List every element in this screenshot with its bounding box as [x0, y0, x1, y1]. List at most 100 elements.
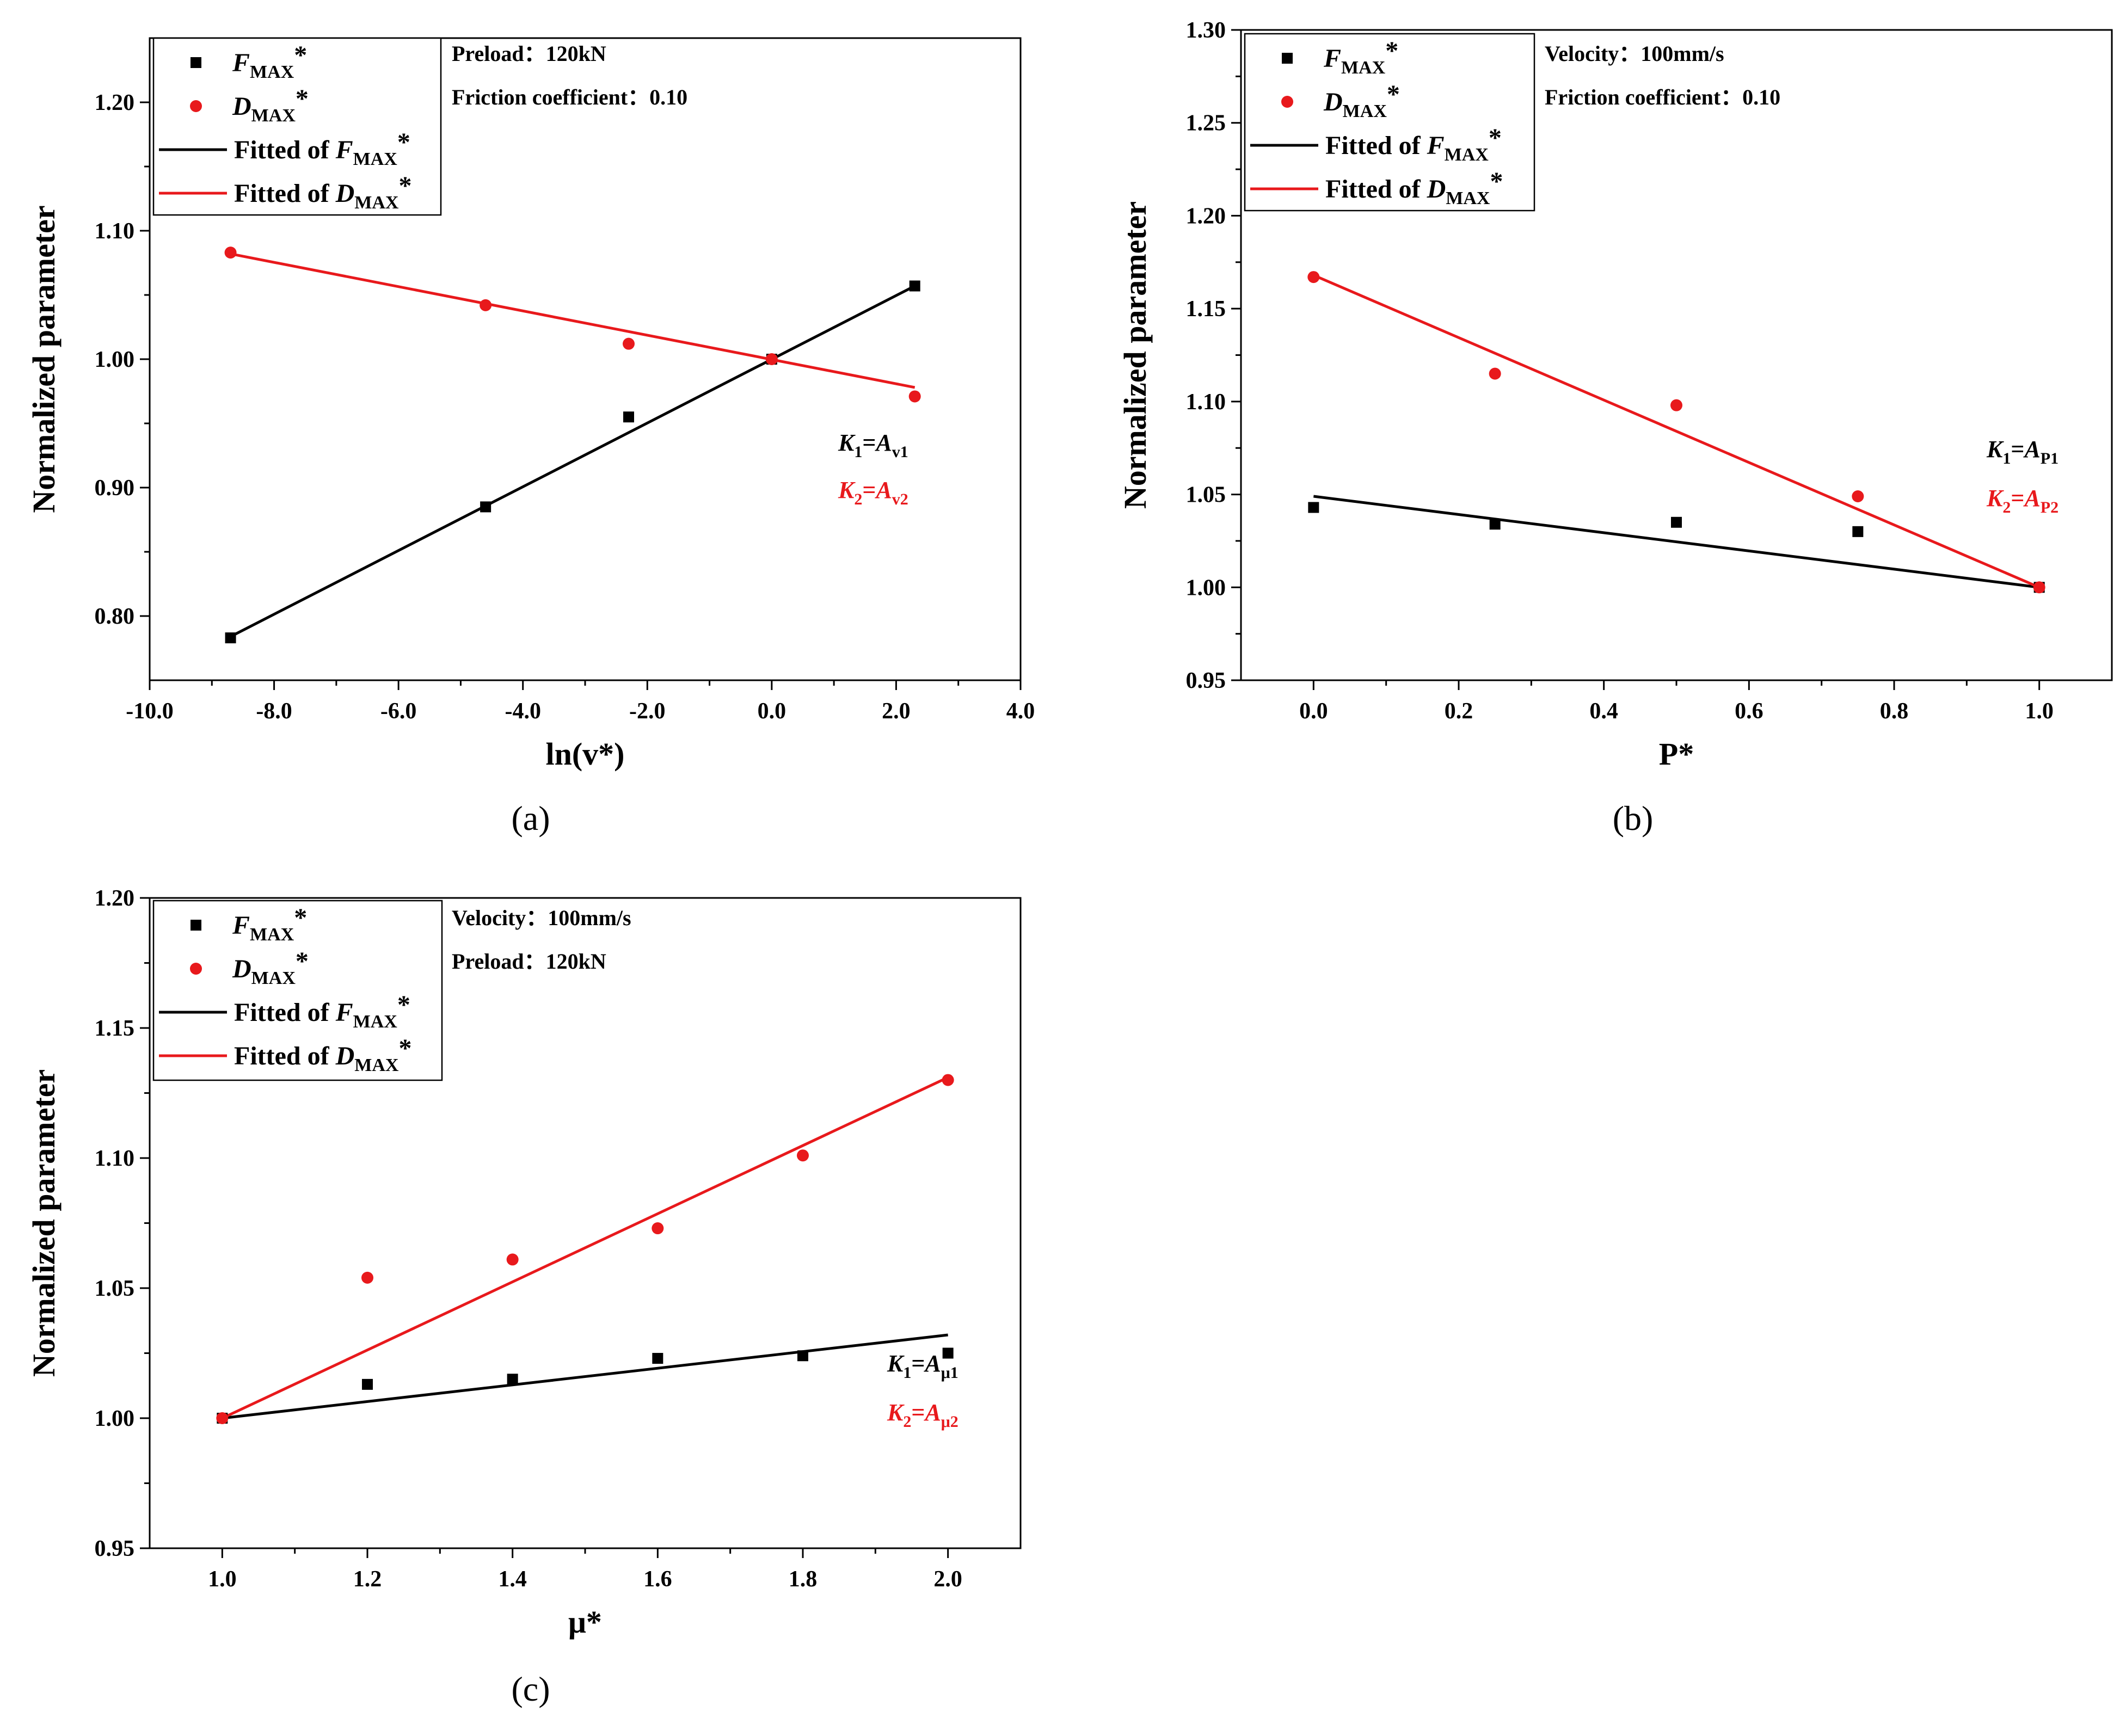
y-tick-label: 0.90: [95, 476, 135, 501]
legend-asterisk: *: [397, 128, 410, 157]
legend-symbol: F: [232, 911, 250, 940]
data-point-dmax: [765, 353, 778, 365]
data-point-dmax: [480, 299, 492, 311]
data-point-fmax: [909, 280, 920, 292]
legend-label: Fitted of FMAX*: [234, 990, 410, 1032]
k-subscript: 2: [854, 490, 862, 508]
x-tick-label: 0.4: [1589, 699, 1618, 724]
legend-asterisk: *: [1490, 167, 1503, 196]
condition-note: Friction coefficient：0.10: [1545, 85, 1780, 109]
condition-note: Preload：120kN: [452, 41, 606, 66]
data-point-dmax: [908, 390, 921, 403]
y-tick-label: 0.95: [95, 1536, 135, 1561]
panel-caption: (a): [511, 799, 550, 838]
y-tick-label: 1.10: [1186, 390, 1226, 415]
chart-panel-2: 0.0 0.2 0.4 0.6 0.8 1.0 0.95 1.00 1.05 1.10 1.15 1.…: [1117, 18, 2113, 838]
y-axis-label: Normalized parameter: [1117, 201, 1153, 509]
legend-label: DMAX*: [232, 84, 309, 126]
data-point-dmax: [1489, 367, 1501, 380]
k-equation-label: K1=Aμ1: [887, 1350, 958, 1382]
x-tick-label: 1.0: [208, 1567, 237, 1592]
k-symbol: K: [887, 1399, 905, 1426]
data-point-dmax: [1670, 399, 1682, 411]
legend-square-marker: [191, 920, 201, 931]
x-tick-label: 0.0: [1299, 699, 1328, 724]
legend-symbol: D: [1427, 175, 1446, 204]
legend-label: DMAX*: [232, 947, 309, 988]
y-tick-label: 1.00: [1186, 575, 1226, 600]
legend-label: DMAX*: [1323, 80, 1400, 121]
y-axis-label: Normalized parameter: [26, 1069, 62, 1377]
y-tick-label: 0.80: [95, 604, 135, 629]
x-axis-label: μ*: [568, 1604, 602, 1640]
x-tick-label: 0.2: [1445, 699, 1473, 724]
legend-label: Fitted of DMAX*: [234, 171, 411, 213]
data-point-dmax: [361, 1271, 373, 1284]
data-point-fmax: [1671, 516, 1682, 528]
data-point-fmax: [480, 501, 491, 513]
data-point-dmax: [2033, 581, 2045, 594]
k-equation-label: K2=Aμ2: [887, 1399, 958, 1431]
x-tick-label: 1.4: [498, 1567, 527, 1592]
k-symbol: K: [1986, 436, 2004, 463]
legend-asterisk: *: [1385, 36, 1398, 65]
x-tick-label: 1.8: [789, 1567, 818, 1592]
legend-symbol: F: [335, 998, 353, 1027]
panel-caption: (b): [1613, 799, 1654, 838]
equals-sign: =: [911, 1350, 925, 1377]
legend-subscript: MAX: [354, 1055, 399, 1075]
y-tick-label: 1.05: [95, 1276, 135, 1301]
a-subscript: μ1: [941, 1364, 958, 1382]
legend-asterisk: *: [296, 84, 309, 113]
legend-square-marker: [1282, 53, 1293, 64]
a-symbol: A: [874, 477, 892, 503]
legend-prefix: Fitted of: [234, 179, 336, 208]
fit-line-dmax: [222, 1076, 949, 1420]
x-tick-label: 0.8: [1880, 699, 1909, 724]
fit-line-dmax: [230, 253, 915, 389]
chart-panel-1: -10.0 -8.0 -6.0 -4.0 -2.0 0.0 2.0 4.0 0.80 0.90 1.…: [26, 37, 1035, 838]
legend: FMAX*DMAX*Fitted of FMAX*Fitted of DMAX*: [152, 900, 443, 1081]
data-point-dmax: [797, 1149, 809, 1162]
legend-subscript: MAX: [250, 925, 294, 945]
x-tick-label: -4.0: [505, 699, 541, 724]
legend-prefix: Fitted of: [1325, 175, 1427, 204]
y-tick-label: 1.15: [95, 1016, 135, 1041]
data-point-fmax: [652, 1353, 663, 1364]
equals-sign: =: [862, 477, 876, 503]
legend-subscript: MAX: [1446, 188, 1490, 208]
legend-label: Fitted of FMAX*: [1325, 124, 1502, 165]
y-tick-label: 1.10: [95, 1146, 135, 1171]
k-subscript: 1: [854, 443, 862, 461]
x-tick-label: -10.0: [126, 699, 174, 724]
a-symbol: A: [923, 1399, 941, 1426]
x-tick-label: 2.0: [933, 1567, 962, 1592]
x-tick-label: 1.6: [643, 1567, 672, 1592]
k-symbol: K: [1986, 485, 2004, 512]
data-point-fmax: [1852, 526, 1864, 537]
data-point-fmax: [1308, 502, 1319, 513]
legend-subscript: MAX: [354, 193, 399, 213]
condition-note: Velocity：100mm/s: [452, 906, 631, 930]
data-point-dmax: [506, 1253, 519, 1266]
data-point-dmax: [224, 247, 237, 259]
k-subscript: 1: [2002, 450, 2011, 467]
fit-line-fmax: [1313, 495, 2039, 589]
k-equation-label: K2=AP2: [1986, 485, 2059, 516]
fit-line-dmax: [1313, 274, 2040, 589]
legend-symbol: D: [232, 955, 251, 983]
legend-asterisk: *: [294, 903, 307, 932]
condition-note: Preload：120kN: [452, 949, 606, 974]
legend-subscript: MAX: [353, 149, 398, 169]
legend-subscript: MAX: [1341, 58, 1386, 78]
legend-symbol: D: [335, 1042, 355, 1070]
y-axis-label: Normalized parameter: [26, 205, 62, 513]
a-subscript: μ2: [941, 1413, 958, 1431]
x-tick-label: 1.2: [353, 1567, 382, 1592]
legend-frame: [152, 900, 443, 1081]
chart-panel-3: 1.0 1.2 1.4 1.6 1.8 2.0 0.95 1.00 1.05 1.10 1.15 1.…: [26, 886, 1022, 1708]
legend-symbol: F: [232, 48, 250, 77]
k-subscript: 2: [2002, 498, 2011, 516]
legend-subscript: MAX: [250, 62, 294, 82]
